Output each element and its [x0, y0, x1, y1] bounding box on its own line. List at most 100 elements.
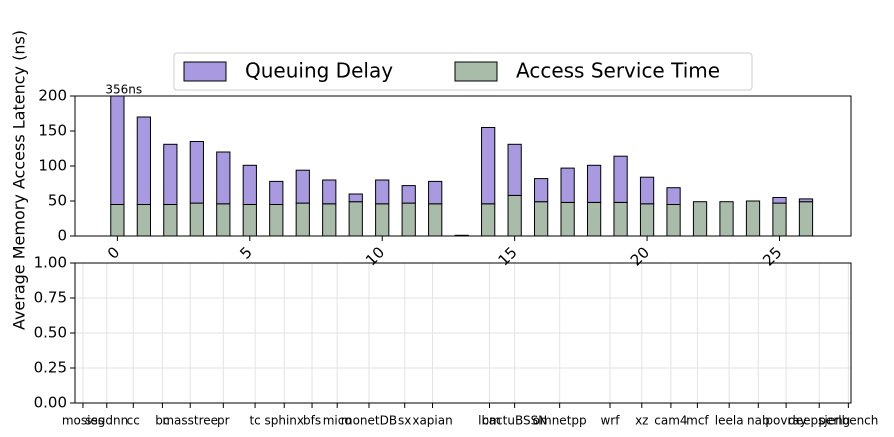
x-tick-label: lbm — [478, 414, 501, 428]
axes-frame — [74, 262, 852, 404]
bar-segment — [348, 201, 363, 236]
bar-segment — [242, 204, 257, 236]
bar-segment — [481, 127, 496, 205]
legend-label: Access Service Time — [516, 59, 720, 83]
bar-segment — [772, 197, 787, 204]
bar-segment — [322, 203, 337, 236]
bar-segment — [189, 202, 204, 236]
x-tick-label: xz — [635, 414, 648, 428]
bar-segment — [481, 203, 496, 236]
bar-segment — [269, 204, 284, 236]
bar-segment — [586, 164, 602, 203]
y-tick-label: 0.75 — [34, 289, 67, 307]
bar-segment — [216, 203, 231, 236]
bar-segment — [719, 201, 734, 236]
bar-segment — [110, 204, 125, 236]
legend-swatch — [183, 61, 227, 82]
x-tick-label: sphinx — [264, 414, 304, 428]
x-tick-label: mcf — [686, 414, 709, 428]
y-tick-label: 0.50 — [34, 324, 67, 342]
x-tick-label: cam4 — [654, 414, 687, 428]
x-tick-label: 15 — [494, 243, 520, 269]
plot-area — [110, 96, 814, 236]
bar-segment — [560, 167, 575, 203]
bar-segment — [348, 193, 363, 203]
bar-segment — [322, 179, 337, 205]
bar-segment — [507, 194, 522, 236]
y-tick-label: 0 — [57, 227, 67, 245]
y-tick-label: 50 — [48, 192, 67, 210]
x-tick-label: deepsjeng — [788, 414, 850, 428]
x-tick-label: leela — [715, 414, 744, 428]
bar-segment — [534, 201, 549, 236]
x-tick-label: ssgdnn — [85, 414, 128, 428]
y-tick-label: 150 — [38, 122, 67, 140]
x-tick-label: povray — [765, 414, 806, 428]
y-tick-label: 0.25 — [34, 359, 67, 377]
bar-segment — [375, 179, 390, 205]
x-tick-label: 0 — [104, 243, 123, 262]
bar-segment — [507, 143, 522, 196]
x-tick-label: 20 — [627, 243, 653, 269]
x-tick-label: mosies — [62, 414, 104, 428]
x-tick-label: mico — [323, 414, 352, 428]
bar-segment — [269, 180, 284, 205]
axes-frame — [74, 95, 852, 237]
x-tick-label: nab — [747, 414, 770, 428]
x-tick-label: 25 — [759, 243, 785, 269]
bar-segment — [745, 200, 761, 236]
bar-segment — [666, 187, 681, 205]
annotation: 356ns — [105, 83, 142, 97]
bar-segment — [136, 204, 151, 236]
x-tick-label: 10 — [362, 243, 388, 269]
x-tick-label: xapian — [412, 414, 452, 428]
bar-segment — [639, 203, 655, 236]
legend-swatch — [454, 61, 498, 82]
bar-segment — [798, 201, 814, 236]
x-tick-label: tc — [249, 414, 260, 428]
x-tick-label: perlbench — [818, 414, 878, 428]
bar-segment — [613, 155, 628, 203]
x-tick-label: omnetpp — [533, 414, 587, 428]
x-tick-label: pr — [217, 414, 230, 428]
x-tick-label: cc — [127, 414, 140, 428]
bar-segment — [401, 202, 416, 236]
y-tick-label: 1.00 — [34, 254, 67, 272]
bar-segment — [772, 202, 787, 236]
x-tick-label: bfs — [303, 414, 321, 428]
x-tick-label: monetDB — [341, 414, 397, 428]
x-tick-label: bc — [155, 414, 169, 428]
legend-label: Queuing Delay — [245, 59, 393, 83]
bar-segment — [216, 151, 231, 205]
x-tick-label: wrf — [600, 414, 620, 428]
bar-segment — [295, 202, 310, 236]
bar-segment — [428, 203, 443, 236]
bar-segment — [798, 198, 814, 203]
y-tick-label: 0.00 — [34, 394, 67, 412]
bar-segment — [639, 176, 655, 205]
x-tick-label: masstree — [162, 414, 218, 428]
y-tick-label: 100 — [38, 157, 67, 175]
bar-segment — [242, 164, 257, 206]
x-tick-label: sx — [398, 414, 411, 428]
bar-segment — [375, 203, 390, 236]
bar-segment — [401, 185, 416, 204]
bar-segment — [189, 141, 204, 204]
bar-segment — [560, 201, 575, 236]
bar-segment — [163, 143, 178, 206]
y-tick-label: 200 — [38, 87, 67, 105]
x-tick-label: 5 — [236, 243, 255, 262]
bar-segment — [295, 169, 310, 204]
bar-segment — [692, 201, 708, 236]
bar-segment — [534, 178, 549, 203]
y-axis-label: Average Memory Access Latency (ns) — [10, 30, 29, 330]
bar-segment — [428, 180, 443, 205]
bar-segment — [666, 204, 681, 236]
bar-segment — [163, 204, 178, 236]
bar-segment — [136, 116, 151, 205]
bar-segment — [110, 96, 125, 205]
bar-segment — [613, 201, 628, 236]
x-tick-label: cactuBSSN — [482, 414, 547, 428]
bar-segment — [586, 201, 602, 236]
